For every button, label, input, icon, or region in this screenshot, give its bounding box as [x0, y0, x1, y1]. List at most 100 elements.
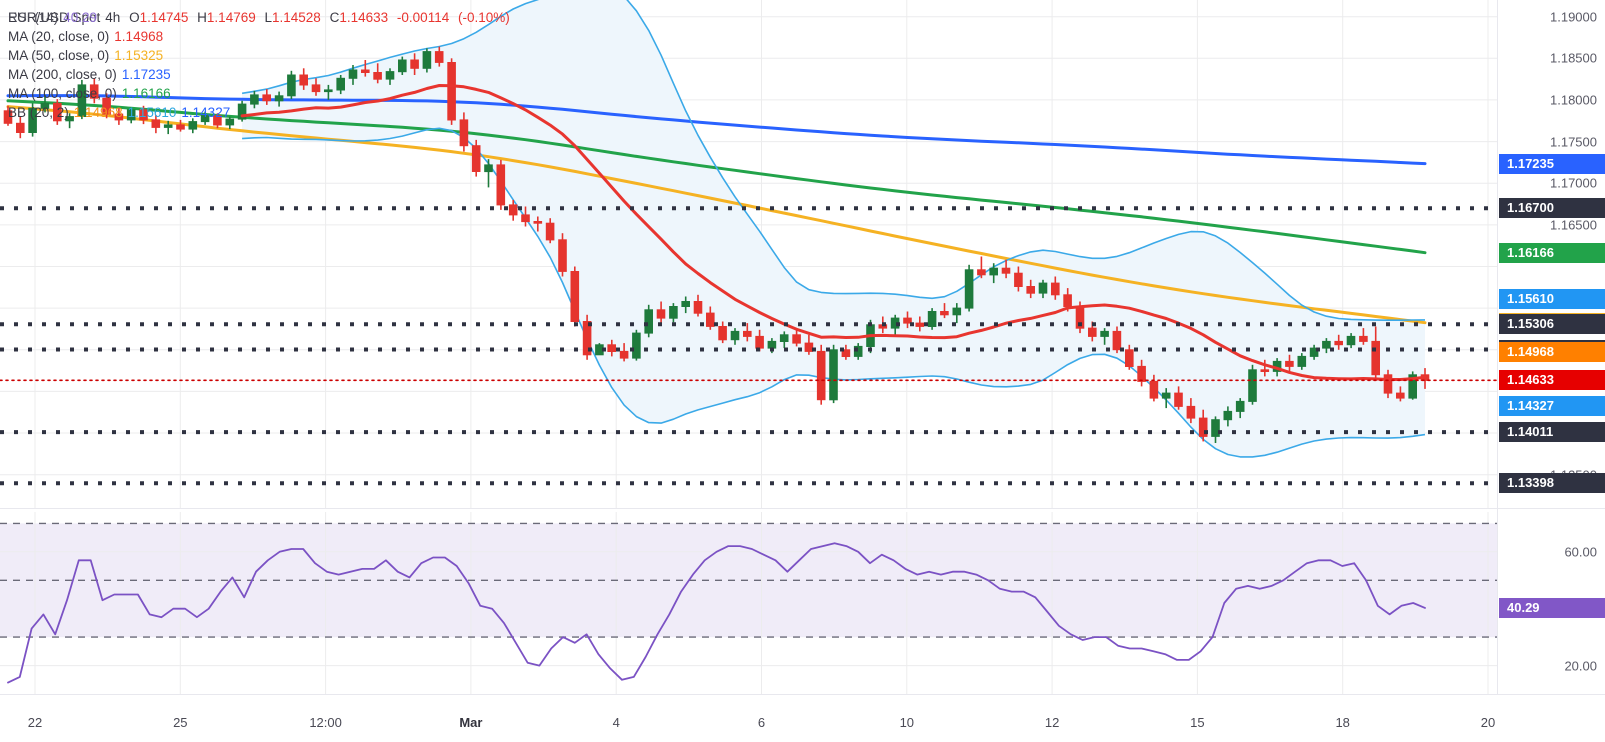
support-badge-1[interactable]: 1.14011 — [1499, 422, 1605, 443]
time-axis[interactable]: 22 25 12:00 Mar 4 6 10 12 15 18 20 — [0, 694, 1605, 742]
bollinger-upper-line — [241, 0, 1426, 321]
candle-body — [311, 84, 321, 93]
candle-body — [496, 164, 506, 206]
candle-body — [225, 118, 235, 126]
time-tick-label: 6 — [757, 715, 766, 730]
candle-body — [915, 322, 925, 327]
candle-body — [632, 332, 641, 359]
candle-body — [188, 121, 198, 130]
support-badge-2[interactable]: 1.13398 — [1499, 473, 1605, 494]
candle-body — [398, 59, 407, 73]
candle-body — [299, 74, 308, 86]
candlestick-series[interactable] — [3, 46, 1430, 443]
bb-middle-badge[interactable]: 1.14968 — [1499, 342, 1605, 363]
rsi-axis[interactable]: 60.00 20.00 40.29 — [1497, 512, 1605, 694]
time-tick-label: 22 — [27, 715, 43, 730]
candle-body — [1223, 410, 1233, 421]
candle-body — [1051, 282, 1060, 296]
price-chart-svg — [0, 0, 1497, 508]
bb-lower-badge[interactable]: 1.14327 — [1499, 395, 1605, 416]
candle-body — [126, 109, 136, 121]
candle-body — [706, 312, 715, 327]
candle-body — [1001, 267, 1011, 274]
ma50-line — [6, 105, 1427, 325]
candle-body — [570, 271, 580, 322]
last-price-badge[interactable]: 1.14633 — [1499, 370, 1605, 391]
price-tick-label: 1.18000 — [1550, 92, 1597, 108]
candle-body — [607, 344, 617, 352]
candle-body — [989, 267, 999, 276]
time-tick-label: 4 — [612, 715, 620, 730]
bollinger-band-fill — [242, 0, 1425, 457]
candle-body — [1026, 286, 1036, 294]
ma100-price-badge[interactable]: 1.16166 — [1499, 242, 1605, 263]
candle-body — [521, 214, 530, 223]
time-tick-label: 12 — [1044, 715, 1060, 730]
candle-body — [829, 349, 838, 401]
candle-body — [434, 51, 444, 63]
candle-body — [1014, 272, 1023, 288]
ma20-line — [240, 84, 1427, 381]
candle-body — [693, 301, 703, 314]
candle-body — [422, 51, 432, 69]
axis-divider — [1497, 0, 1498, 694]
candle-body — [1149, 380, 1159, 399]
candle-body — [767, 340, 777, 349]
candle-body — [755, 335, 764, 349]
ma200-price-badge[interactable]: 1.17235 — [1499, 153, 1605, 174]
candle-body — [1285, 360, 1294, 367]
candle-body — [237, 103, 247, 120]
candle-body — [841, 349, 851, 357]
price-tick-label: 1.19000 — [1550, 9, 1597, 25]
candle-body — [348, 69, 358, 79]
time-tick-label: 25 — [173, 715, 188, 730]
candle-body — [484, 164, 493, 173]
candle-body — [287, 74, 296, 97]
candle-body — [471, 145, 481, 172]
candle-body — [1297, 355, 1307, 367]
rsi-tick-label: 60.00 — [1564, 544, 1597, 560]
candle-body — [200, 115, 210, 123]
candle-body — [250, 94, 259, 105]
candle-body — [1100, 330, 1109, 337]
candle-body — [1235, 400, 1245, 412]
candle-body — [1396, 392, 1405, 399]
candle-body — [743, 330, 752, 337]
candle-body — [558, 239, 567, 272]
rsi-chart-pane[interactable] — [0, 512, 1497, 694]
resistance-badge-2[interactable]: 1.15306 — [1499, 314, 1605, 335]
price-axis[interactable]: 1.19000 1.18500 1.18000 1.17500 1.17000 1.165… — [1497, 0, 1605, 508]
candle-body — [102, 97, 111, 115]
candle-body — [730, 330, 740, 341]
bb-upper-badge[interactable]: 1.15610 — [1499, 289, 1605, 309]
price-tick-label: 1.17000 — [1550, 175, 1597, 191]
candle-body — [65, 116, 74, 122]
ma200-line — [6, 94, 1427, 166]
candle-body — [1161, 392, 1171, 399]
candle-body — [28, 107, 37, 134]
candle-body — [1322, 340, 1331, 349]
time-tick-label: 15 — [1190, 715, 1205, 730]
candle-body — [1359, 335, 1368, 342]
price-tick-label: 1.17500 — [1550, 134, 1597, 150]
candle-body — [459, 119, 469, 147]
candle-body — [1137, 365, 1146, 382]
candle-body — [816, 350, 826, 401]
candle-body — [151, 119, 161, 128]
candle-body — [1125, 349, 1134, 367]
candle-body — [40, 102, 50, 109]
price-tick-label: 1.16500 — [1550, 217, 1597, 233]
candle-body — [669, 306, 678, 319]
candle-body — [1038, 282, 1048, 294]
price-chart-pane[interactable] — [0, 0, 1497, 508]
candle-body — [545, 222, 555, 241]
resistance-badge-1[interactable]: 1.16700 — [1499, 198, 1605, 219]
candle-body — [718, 326, 727, 341]
candle-body — [262, 94, 271, 102]
candle-body — [1112, 330, 1122, 351]
rsi-value-badge[interactable]: 40.29 — [1499, 597, 1605, 618]
candle-body — [336, 77, 345, 91]
rsi-tick-label: 20.00 — [1564, 658, 1597, 674]
candle-body — [1334, 340, 1344, 346]
candle-body — [213, 115, 222, 126]
